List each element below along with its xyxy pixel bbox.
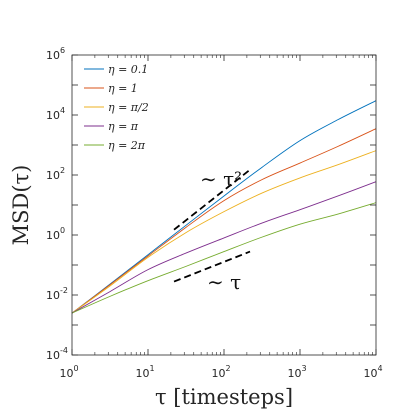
series-line-1	[71, 128, 377, 314]
legend-label-4: η = 2π	[108, 139, 146, 152]
x-tick-label-4: 104	[363, 364, 382, 380]
y-tick-label-4: 104	[46, 106, 65, 122]
y-tick-label-0: 10-4	[46, 346, 68, 362]
x-axis-label: τ [timesteps]	[155, 385, 293, 409]
series-layer	[71, 100, 377, 314]
y-tick-label-3: 102	[46, 166, 65, 182]
axes-layer: 100 101 102 103 104 10-4 10-2 100 102 104 106	[46, 46, 383, 380]
slope-guide-tau	[173, 250, 251, 283]
legend: η = 0.1 η = 1 η = π/2 η = π η = 2π	[84, 63, 149, 152]
series-line-3	[71, 181, 377, 314]
series-line-4	[71, 202, 377, 314]
legend-label-2: η = π/2	[108, 101, 149, 114]
annotation-layer: ∼ τ² ∼ τ	[173, 167, 251, 294]
x-tick-label-1: 101	[135, 364, 154, 380]
x-tick-label-3: 103	[287, 364, 306, 380]
y-axis-label: MSD(τ)	[9, 165, 33, 246]
legend-label-0: η = 0.1	[108, 63, 148, 76]
y-tick-label-5: 106	[46, 46, 65, 62]
legend-label-3: η = π	[108, 120, 139, 133]
x-tick-label-2: 102	[211, 364, 230, 380]
slope-guide-tau2	[173, 169, 251, 231]
y-tick-label-2: 100	[46, 226, 65, 242]
annotation-tau: ∼ τ	[207, 270, 241, 294]
series-line-2	[71, 150, 377, 314]
y-tick-label-1: 10-2	[46, 286, 68, 302]
x-tick-label-0: 100	[59, 364, 78, 380]
legend-label-1: η = 1	[108, 82, 138, 95]
annotation-tau2: ∼ τ²	[200, 167, 242, 191]
plot-area	[72, 55, 376, 355]
series-line-0	[71, 100, 377, 314]
